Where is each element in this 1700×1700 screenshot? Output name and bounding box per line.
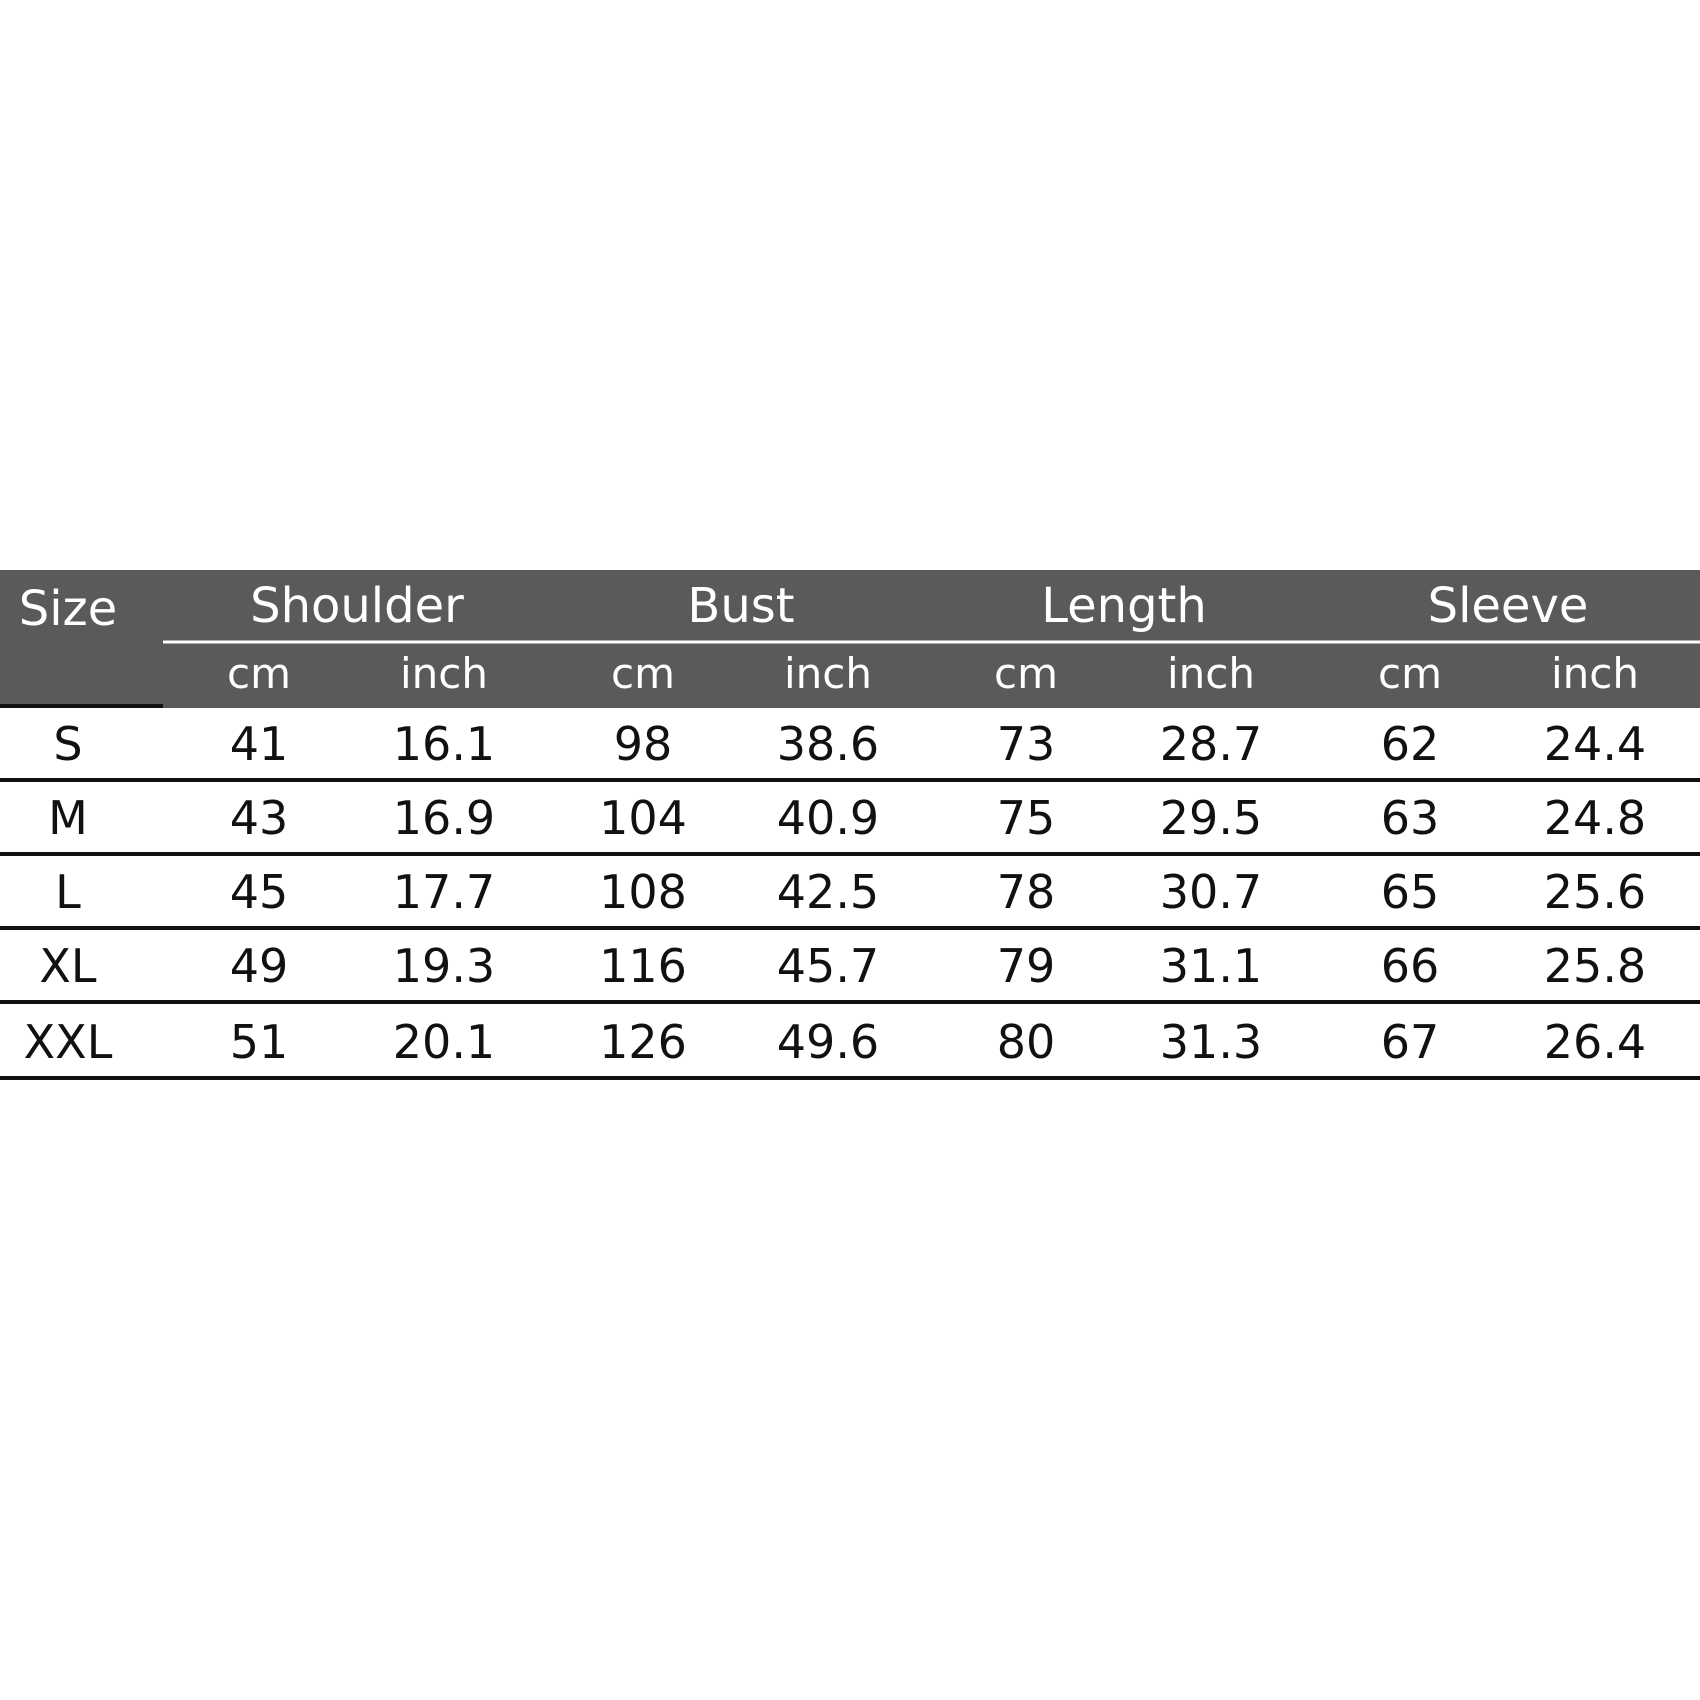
size-cell: XL	[39, 939, 97, 993]
value-cell: 38.6	[777, 717, 879, 771]
value-cell: 65	[1381, 865, 1440, 919]
table-row: S 41 16.1 98 38.6 73 28.7 62 24.4	[0, 717, 1700, 782]
value-cell: 73	[997, 717, 1056, 771]
table-row: XXL 51 20.1 126 49.6 80 31.3 67 26.4	[0, 1015, 1700, 1080]
size-cell: XXL	[24, 1015, 113, 1069]
value-cell: 62	[1381, 717, 1440, 771]
value-cell: 51	[230, 1015, 289, 1069]
value-cell: 42.5	[777, 865, 879, 919]
unit-header-cm: cm	[611, 649, 675, 698]
value-cell: 41	[230, 717, 289, 771]
group-header-shoulder: Shoulder	[250, 578, 464, 634]
unit-header-inch: inch	[1167, 649, 1255, 698]
value-cell: 45	[230, 865, 289, 919]
unit-header-inch: inch	[400, 649, 488, 698]
table-row: L 45 17.7 108 42.5 78 30.7 65 25.6	[0, 865, 1700, 930]
unit-header-cm: cm	[227, 649, 291, 698]
value-cell: 45.7	[777, 939, 879, 993]
value-cell: 104	[599, 791, 687, 845]
size-column-header: Size	[19, 581, 118, 637]
value-cell: 66	[1381, 939, 1440, 993]
value-cell: 63	[1381, 791, 1440, 845]
value-cell: 31.1	[1160, 939, 1262, 993]
size-cell: M	[48, 791, 88, 845]
group-header-length: Length	[1041, 578, 1207, 634]
value-cell: 98	[614, 717, 673, 771]
size-cell: S	[53, 717, 82, 771]
value-cell: 116	[599, 939, 687, 993]
unit-header-inch: inch	[784, 649, 872, 698]
value-cell: 25.8	[1544, 939, 1646, 993]
value-cell: 29.5	[1160, 791, 1262, 845]
value-cell: 26.4	[1544, 1015, 1646, 1069]
value-cell: 24.8	[1544, 791, 1646, 845]
value-cell: 80	[997, 1015, 1056, 1069]
value-cell: 67	[1381, 1015, 1440, 1069]
unit-header-cm: cm	[1378, 649, 1442, 698]
value-cell: 49.6	[777, 1015, 879, 1069]
value-cell: 31.3	[1160, 1015, 1262, 1069]
size-cell: L	[55, 865, 81, 919]
value-cell: 78	[997, 865, 1056, 919]
table-body: S 41 16.1 98 38.6 73 28.7 62 24.4 M 43 16.9 104 40.9 7…	[0, 717, 1700, 1080]
table-row: M 43 16.9 104 40.9 75 29.5 63 24.8	[0, 791, 1700, 856]
value-cell: 30.7	[1160, 865, 1262, 919]
value-cell: 28.7	[1160, 717, 1262, 771]
value-cell: 43	[230, 791, 289, 845]
unit-header-inch: inch	[1551, 649, 1639, 698]
value-cell: 108	[599, 865, 687, 919]
measurement-group-headers: Shoulder Bust Length Sleeve	[250, 578, 1588, 634]
group-header-sleeve: Sleeve	[1428, 578, 1589, 634]
value-cell: 126	[599, 1015, 687, 1069]
value-cell: 25.6	[1544, 865, 1646, 919]
unit-headers: cm inch cm inch cm inch cm inch	[227, 649, 1639, 698]
value-cell: 20.1	[393, 1015, 495, 1069]
value-cell: 40.9	[777, 791, 879, 845]
table-row: XL 49 19.3 116 45.7 79 31.1 66 25.8	[0, 939, 1700, 1004]
value-cell: 17.7	[393, 865, 495, 919]
value-cell: 16.9	[393, 791, 495, 845]
value-cell: 75	[997, 791, 1056, 845]
header-background	[0, 570, 1700, 708]
value-cell: 49	[230, 939, 289, 993]
value-cell: 79	[997, 939, 1056, 993]
unit-header-cm: cm	[994, 649, 1058, 698]
value-cell: 16.1	[393, 717, 495, 771]
value-cell: 24.4	[1544, 717, 1646, 771]
value-cell: 19.3	[393, 939, 495, 993]
group-header-bust: Bust	[687, 578, 794, 634]
